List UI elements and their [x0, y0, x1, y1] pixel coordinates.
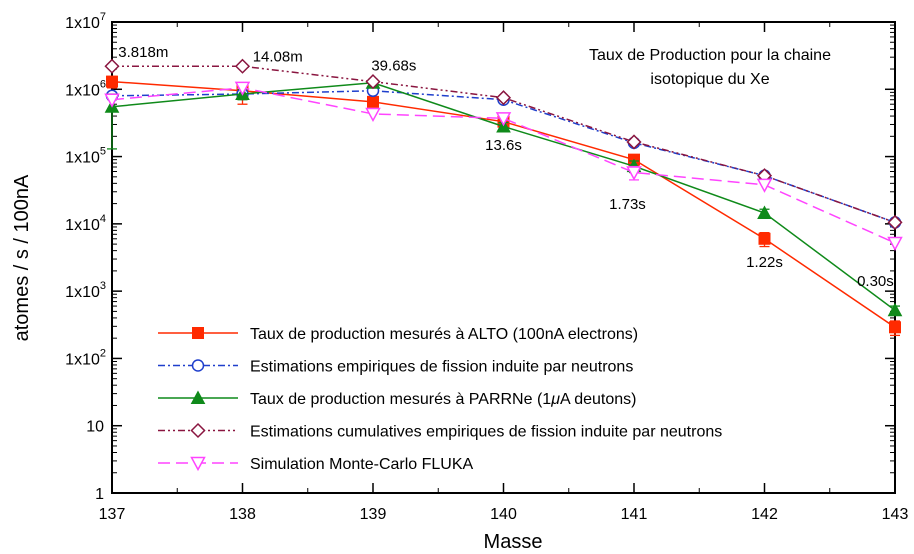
y-axis: 1 10 1x102 1x103 1x104 1x105 1x106 1x107 — [65, 11, 895, 503]
data-point — [495, 112, 512, 127]
y-tick-label: 1x105 — [65, 146, 106, 167]
legend-label: Simulation Monte-Carlo FLUKA — [250, 456, 474, 473]
x-tick-label: 141 — [621, 506, 648, 523]
data-point — [234, 81, 251, 96]
data-point — [889, 321, 901, 334]
data-point — [104, 58, 120, 74]
legend-label: Taux de production mesurés à ALTO (100nA… — [250, 326, 638, 343]
half-life-annotation: 0.30s — [857, 273, 894, 290]
data-point — [104, 93, 120, 108]
legend-swatch-marker — [190, 422, 206, 439]
y-tick-label: 1x104 — [65, 213, 106, 234]
y-tick-label: 1x106 — [65, 78, 106, 99]
half-life-annotation: 3.818m — [118, 44, 168, 61]
annotations: 3.818m 14.08m 39.68s 13.6s 1.73s 1.22s 0.30s — [118, 44, 893, 290]
x-tick-label: 138 — [229, 506, 256, 523]
data-point — [626, 166, 642, 181]
legend-item: Taux de production mesurés à ALTO (100nA… — [158, 326, 638, 343]
y-tick-label: 1 — [95, 486, 104, 503]
x-tick-label: 143 — [882, 506, 909, 523]
x-tick-label: 140 — [490, 506, 517, 523]
legend-item: Simulation Monte-Carlo FLUKA — [158, 456, 474, 473]
half-life-annotation: 14.08m — [253, 48, 303, 65]
series-2 — [105, 84, 902, 229]
series-line — [111, 90, 896, 224]
half-life-annotation: 13.6s — [485, 137, 522, 154]
legend-item: Estimations cumulatives empiriques de fi… — [158, 422, 722, 441]
y-tick-label: 1x103 — [65, 280, 106, 301]
legend-swatch-marker — [191, 359, 205, 372]
legend-item: Estimations empiriques de fission induit… — [158, 359, 633, 376]
x-axis-label: Masse — [484, 531, 543, 553]
data-point — [495, 90, 512, 106]
series-layer — [104, 58, 903, 337]
data-point — [887, 214, 903, 230]
chart-title: Taux de Production pour la chaine isotop… — [589, 47, 831, 88]
data-point — [758, 232, 771, 245]
series-5 — [104, 81, 903, 252]
data-point — [756, 178, 773, 193]
half-life-annotation: 39.68s — [371, 58, 416, 75]
y-axis-label: atomes / s / 100nA — [11, 174, 33, 341]
data-point — [887, 302, 903, 317]
data-point — [234, 58, 251, 74]
series-4 — [104, 58, 903, 230]
data-point — [365, 107, 381, 123]
y-tick-label: 1x107 — [65, 11, 106, 32]
x-axis: 137 138 139 140 141 142 143 — [99, 22, 909, 523]
legend: Taux de production mesurés à ALTO (100nA… — [158, 326, 722, 473]
data-point — [626, 134, 642, 150]
data-point — [887, 236, 903, 252]
data-point — [365, 74, 381, 90]
legend-item: Taux de production mesurés à PARRNe (1μA… — [158, 390, 636, 408]
x-tick-label: 139 — [360, 506, 387, 523]
half-life-annotation: 1.73s — [609, 196, 646, 213]
x-tick-label: 137 — [99, 506, 126, 523]
x-tick-label: 142 — [751, 506, 778, 523]
chart-title-line-2: isotopique du Xe — [650, 71, 769, 88]
y-tick-label: 10 — [86, 419, 104, 436]
data-point — [757, 205, 772, 219]
y-tick-label: 1x102 — [65, 347, 106, 368]
legend-label: Estimations cumulatives empiriques de fi… — [250, 424, 722, 441]
legend-label: Taux de production mesurés à PARRNe (1μA… — [250, 391, 636, 408]
chart-title-line-1: Taux de Production pour la chaine — [589, 47, 831, 64]
series-line — [111, 87, 896, 244]
legend-swatch-marker — [190, 456, 206, 472]
legend-swatch-marker — [190, 390, 206, 404]
legend-label: Estimations empiriques de fission induit… — [250, 359, 633, 376]
half-life-annotation: 1.22s — [746, 254, 783, 271]
legend-swatch-marker — [192, 327, 204, 339]
data-point — [106, 75, 118, 88]
data-point — [367, 95, 379, 108]
